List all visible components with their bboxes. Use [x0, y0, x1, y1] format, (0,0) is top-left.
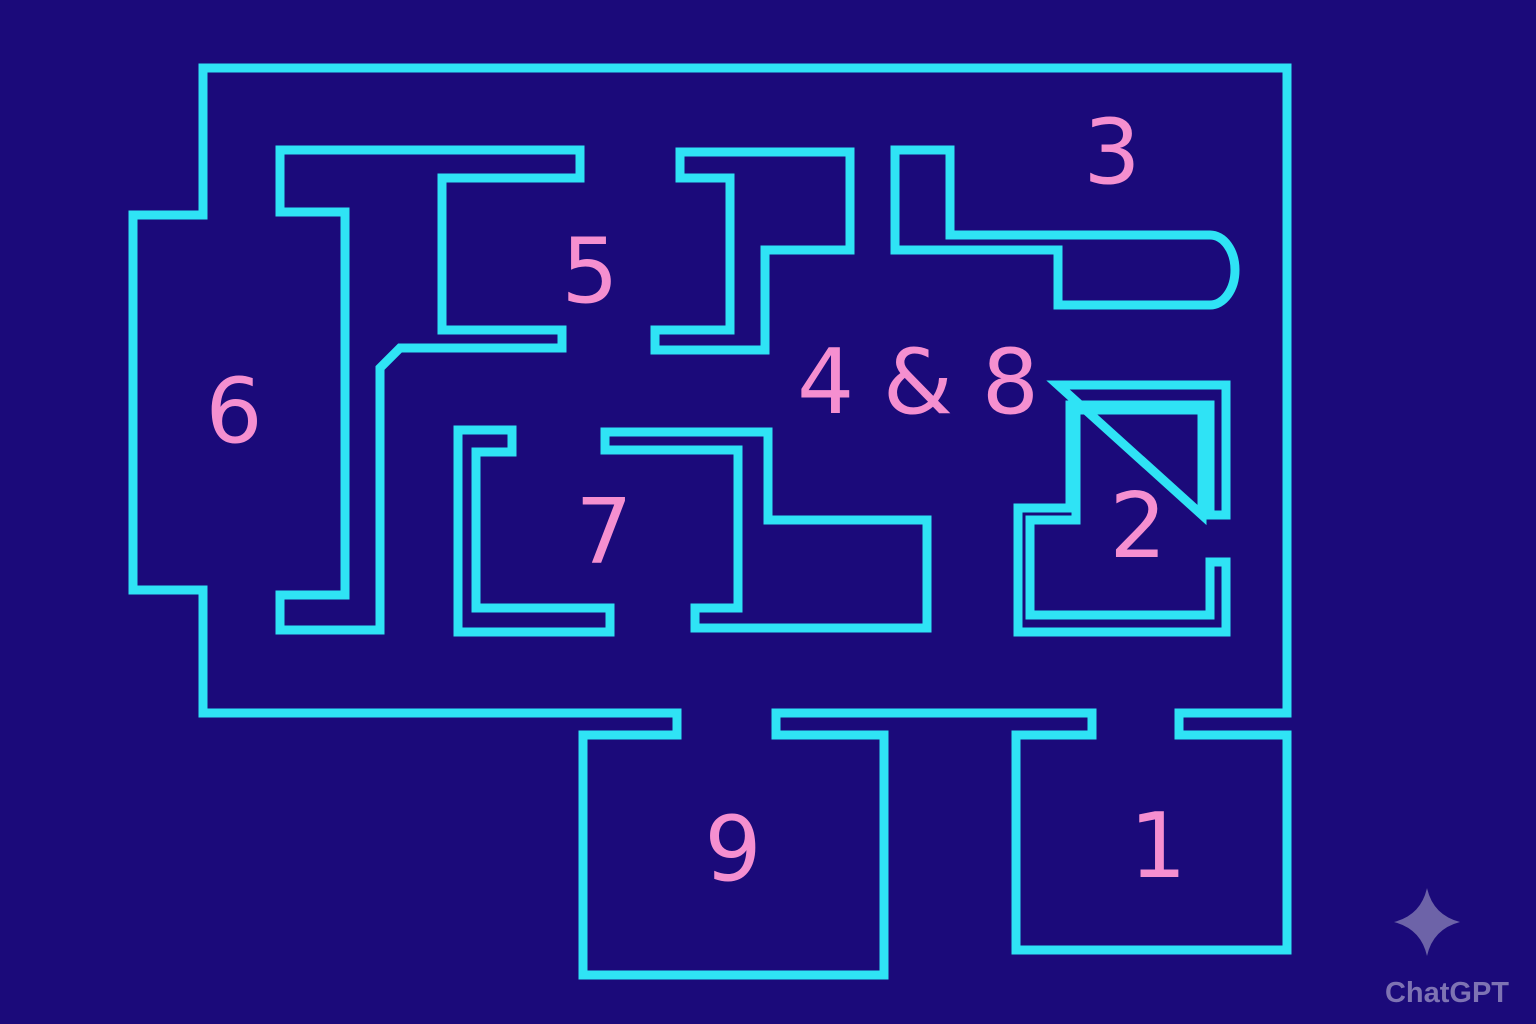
wall-block-room7-bracket — [453, 425, 615, 637]
room-label-3: 3 — [1083, 100, 1140, 205]
watermark-text: ChatGPT — [1385, 977, 1509, 1009]
room-label-1: 1 — [1129, 794, 1186, 899]
sparkle-icon — [1394, 888, 1460, 956]
wall-block-top-middle — [650, 147, 855, 355]
wall-block-center-l — [600, 427, 932, 633]
room-label-4-8: 4 & 8 — [797, 330, 1039, 435]
room-label-5: 5 — [561, 219, 618, 324]
wall-block-top-right — [890, 145, 1240, 310]
wall-block-room2-outer — [1013, 380, 1231, 637]
room-label-7: 7 — [575, 480, 632, 585]
room-label-9: 9 — [704, 797, 761, 902]
wall-block-left — [275, 145, 585, 635]
main-hall — [128, 63, 1292, 980]
room-label-6: 6 — [205, 359, 262, 464]
room-label-2: 2 — [1109, 474, 1166, 579]
